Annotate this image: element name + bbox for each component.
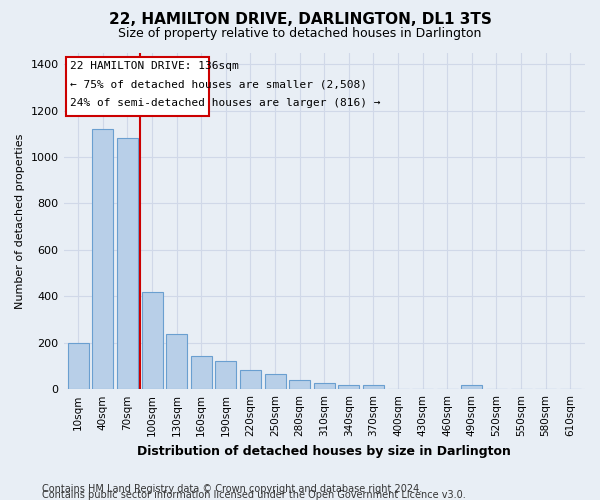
Y-axis label: Number of detached properties: Number of detached properties [15, 133, 25, 308]
Bar [289, 380, 310, 390]
Bar [142, 292, 163, 390]
Text: 22, HAMILTON DRIVE, DARLINGTON, DL1 3TS: 22, HAMILTON DRIVE, DARLINGTON, DL1 3TS [109, 12, 491, 28]
Bar [363, 384, 384, 390]
Bar [215, 362, 236, 390]
Text: 22 HAMILTON DRIVE: 136sqm: 22 HAMILTON DRIVE: 136sqm [70, 60, 238, 70]
Text: ← 75% of detached houses are smaller (2,508): ← 75% of detached houses are smaller (2,… [70, 79, 367, 89]
Bar [166, 334, 187, 390]
FancyBboxPatch shape [66, 57, 209, 116]
Bar [240, 370, 261, 390]
Bar [314, 384, 335, 390]
Bar [68, 343, 89, 390]
Bar [191, 356, 212, 390]
Bar [92, 129, 113, 390]
X-axis label: Distribution of detached houses by size in Darlington: Distribution of detached houses by size … [137, 444, 511, 458]
Text: 24% of semi-detached houses are larger (816) →: 24% of semi-detached houses are larger (… [70, 98, 380, 108]
Bar [265, 374, 286, 390]
Text: Size of property relative to detached houses in Darlington: Size of property relative to detached ho… [118, 28, 482, 40]
Bar [461, 384, 482, 390]
Bar [338, 384, 359, 390]
Bar [117, 138, 138, 390]
Text: Contains public sector information licensed under the Open Government Licence v3: Contains public sector information licen… [42, 490, 466, 500]
Text: Contains HM Land Registry data © Crown copyright and database right 2024.: Contains HM Land Registry data © Crown c… [42, 484, 422, 494]
